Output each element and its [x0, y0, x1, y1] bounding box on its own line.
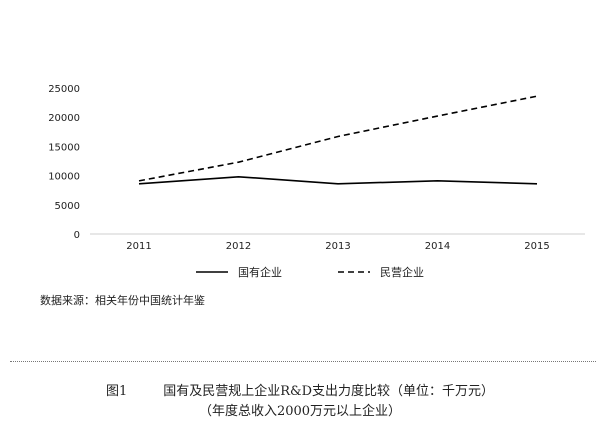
- x-tick-label: 2011: [126, 241, 151, 252]
- x-tick-label: 2012: [226, 241, 251, 252]
- figure-subtitle: （年度总收入2000万元以上企业）: [198, 404, 402, 419]
- series-line-2: [138, 95, 538, 182]
- divider: [10, 361, 596, 362]
- y-tick-label: 0: [74, 230, 80, 241]
- legend-label: 国有企业: [238, 265, 282, 279]
- y-axis: 0 5000 10000 15000 20000 25000: [48, 84, 80, 241]
- x-axis: 2011 2012 2013 2014 2015: [90, 233, 585, 252]
- y-tick-label: 15000: [48, 142, 80, 153]
- x-tick-label: 2013: [325, 241, 350, 252]
- data-source-note: 数据来源：相关年份中国统计年鉴: [40, 294, 205, 307]
- series-line-1: [138, 175, 538, 185]
- figure-caption: 图1 国有及民营规上企业R&D支出力度比较（单位：千万元）: [0, 380, 600, 399]
- legend-label: 民营企业: [380, 265, 424, 279]
- series-group: [138, 95, 538, 185]
- y-tick-label: 10000: [48, 172, 80, 183]
- x-tick-label: 2014: [425, 241, 450, 252]
- figure-label: 图1: [105, 384, 128, 399]
- legend: 国有企业 民营企业: [196, 265, 424, 279]
- figure-title: 国有及民营规上企业R&D支出力度比较（单位：千万元）: [163, 384, 495, 399]
- y-tick-label: 25000: [48, 84, 80, 95]
- y-tick-label: 5000: [55, 201, 80, 212]
- x-tick-label: 2015: [524, 241, 549, 252]
- y-tick-label: 20000: [48, 113, 80, 124]
